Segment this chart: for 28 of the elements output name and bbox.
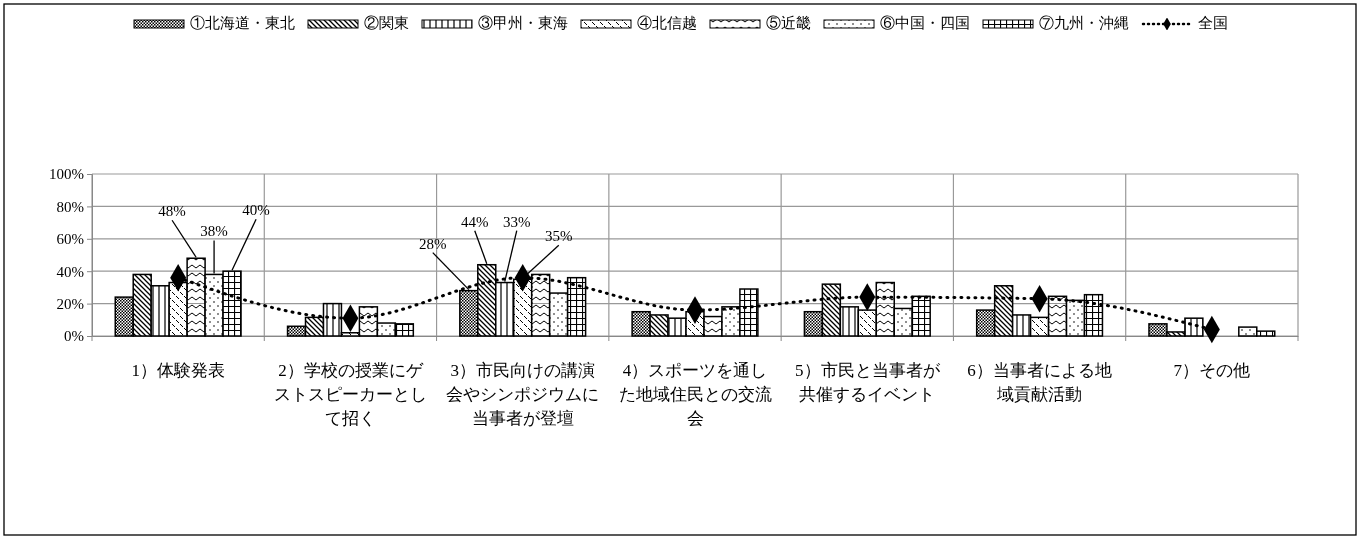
x-tick-label: 1）体験発表 (131, 361, 225, 380)
data-label: 44% (461, 213, 489, 230)
y-tick-label: 80% (56, 198, 84, 215)
y-tick-label: 40% (56, 263, 84, 280)
data-label: 33% (503, 213, 531, 230)
data-label: 40% (242, 202, 270, 219)
legend-label: ⑦九州・沖縄 (1038, 14, 1129, 33)
data-label: 35% (545, 228, 573, 245)
y-tick-label: 60% (56, 231, 84, 248)
legend-label: 全国 (1197, 14, 1228, 33)
data-label: 48% (158, 203, 186, 220)
legend-label: ⑤近畿 (765, 14, 811, 33)
x-tick-label: 7）その他 (1173, 361, 1251, 380)
legend-label: ⑥中国・四国 (879, 14, 970, 33)
x-tick-label: 5）市民と当事者が共催するイベント (795, 361, 941, 404)
data-label: 38% (200, 223, 228, 240)
y-tick-label: 20% (56, 295, 84, 312)
legend-label: ①北海道・東北 (189, 14, 295, 33)
y-tick-label: 0% (64, 328, 84, 345)
y-tick-label: 100% (49, 166, 84, 183)
data-label: 28% (419, 235, 447, 252)
x-tick-label: 2）学校の授業にゲストスピーカーとして招く (273, 361, 427, 428)
legend-label: ②関東 (363, 14, 409, 33)
x-tick-label: 3）市民向けの講演会やシンポジウムに当事者が登壇 (446, 361, 600, 428)
legend-label: ④北信越 (636, 14, 697, 33)
x-tick-label: 6）当事者による地域貢献活動 (967, 361, 1112, 404)
x-tick-label: 4）スポーツを通した地域住民との交流会 (618, 361, 772, 428)
legend-label: ③甲州・東海 (477, 14, 568, 33)
